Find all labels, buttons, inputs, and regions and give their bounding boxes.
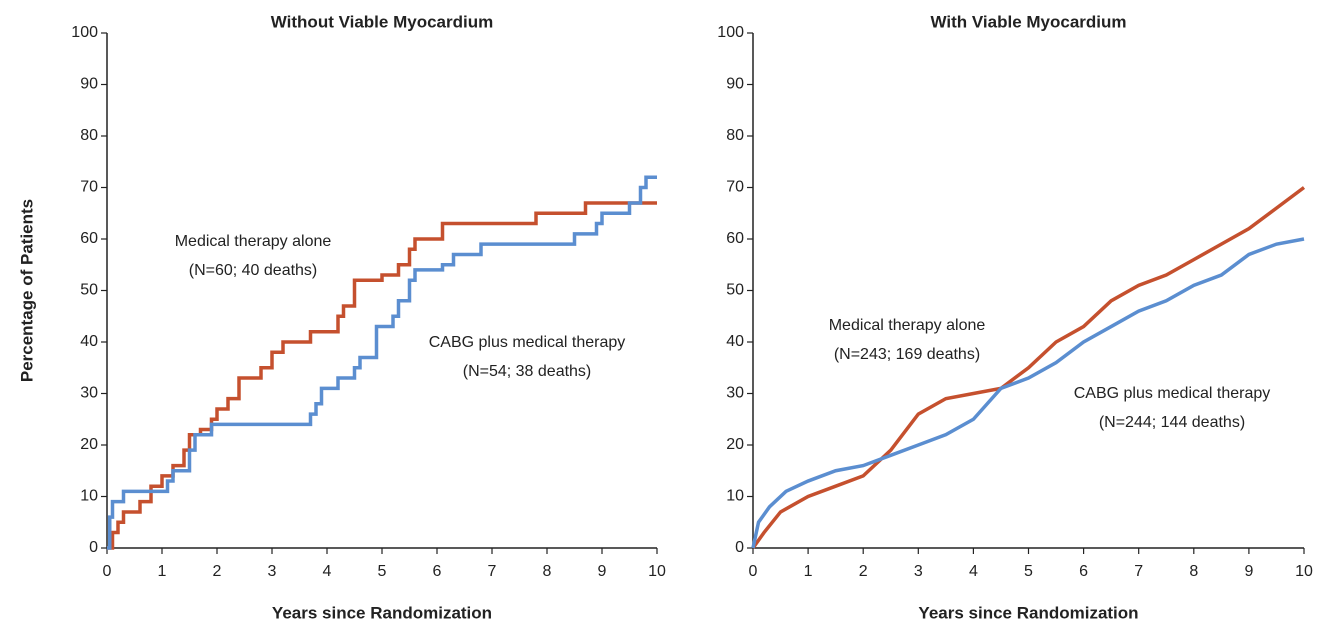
y-tick-label: 0: [735, 539, 744, 556]
y-tick-label: 50: [726, 282, 744, 299]
survival-curve: [107, 201, 657, 550]
series-annotation: (N=54; 38 deaths): [463, 363, 592, 380]
series-annotation: (N=244; 144 deaths): [1099, 414, 1245, 431]
series-annotation: (N=60; 40 deaths): [189, 262, 318, 279]
y-tick-label: 100: [71, 24, 98, 41]
y-tick-label: 20: [726, 436, 744, 453]
x-tick-label: 5: [1024, 563, 1033, 580]
x-tick-label: 9: [1244, 563, 1253, 580]
y-tick-label: 30: [726, 385, 744, 402]
y-tick-label: 70: [726, 179, 744, 196]
x-tick-label: 1: [158, 563, 167, 580]
y-axis-label: Percentage of Patients: [17, 199, 36, 382]
x-tick-label: 8: [543, 563, 552, 580]
y-tick-label: 60: [726, 230, 744, 247]
x-tick-label: 3: [268, 563, 277, 580]
y-tick-label: 100: [717, 24, 744, 41]
x-tick-label: 7: [488, 563, 497, 580]
x-tick-label: 5: [378, 563, 387, 580]
x-tick-label: 1: [804, 563, 813, 580]
y-tick-label: 40: [80, 333, 98, 350]
x-tick-label: 7: [1134, 563, 1143, 580]
y-tick-label: 30: [80, 385, 98, 402]
x-tick-label: 8: [1189, 563, 1198, 580]
y-tick-label: 0: [89, 539, 98, 556]
x-tick-label: 2: [859, 563, 868, 580]
y-tick-label: 70: [80, 179, 98, 196]
y-tick-label: 20: [80, 436, 98, 453]
y-tick-label: 80: [80, 127, 98, 144]
x-tick-label: 2: [213, 563, 222, 580]
x-tick-label: 10: [648, 563, 666, 580]
x-tick-label: 4: [969, 563, 978, 580]
y-tick-label: 40: [726, 333, 744, 350]
x-axis-label: Years since Randomization: [918, 603, 1138, 622]
x-tick-label: 6: [1079, 563, 1088, 580]
chart-title: Without Viable Myocardium: [271, 12, 493, 31]
y-tick-label: 90: [726, 76, 744, 93]
y-tick-label: 80: [726, 127, 744, 144]
x-tick-label: 6: [433, 563, 442, 580]
series-annotation: (N=243; 169 deaths): [834, 346, 980, 363]
x-tick-label: 3: [914, 563, 923, 580]
series-label: CABG plus medical therapy: [429, 334, 626, 351]
series-label: Medical therapy alone: [175, 233, 332, 250]
x-tick-label: 4: [323, 563, 332, 580]
survival-curve: [751, 237, 1305, 549]
y-tick-label: 90: [80, 76, 98, 93]
series-label: Medical therapy alone: [829, 317, 986, 334]
x-tick-label: 0: [103, 563, 112, 580]
y-tick-label: 50: [80, 282, 98, 299]
x-tick-label: 10: [1295, 563, 1313, 580]
y-tick-label: 10: [80, 488, 98, 505]
y-tick-label: 60: [80, 230, 98, 247]
x-axis-label: Years since Randomization: [272, 603, 492, 622]
series-label: CABG plus medical therapy: [1074, 385, 1271, 402]
y-tick-label: 10: [726, 488, 744, 505]
chart-title: With Viable Myocardium: [930, 12, 1126, 31]
survival-curve: [751, 186, 1306, 550]
survival-curve: [107, 175, 657, 550]
x-tick-label: 0: [749, 563, 758, 580]
x-tick-label: 9: [598, 563, 607, 580]
